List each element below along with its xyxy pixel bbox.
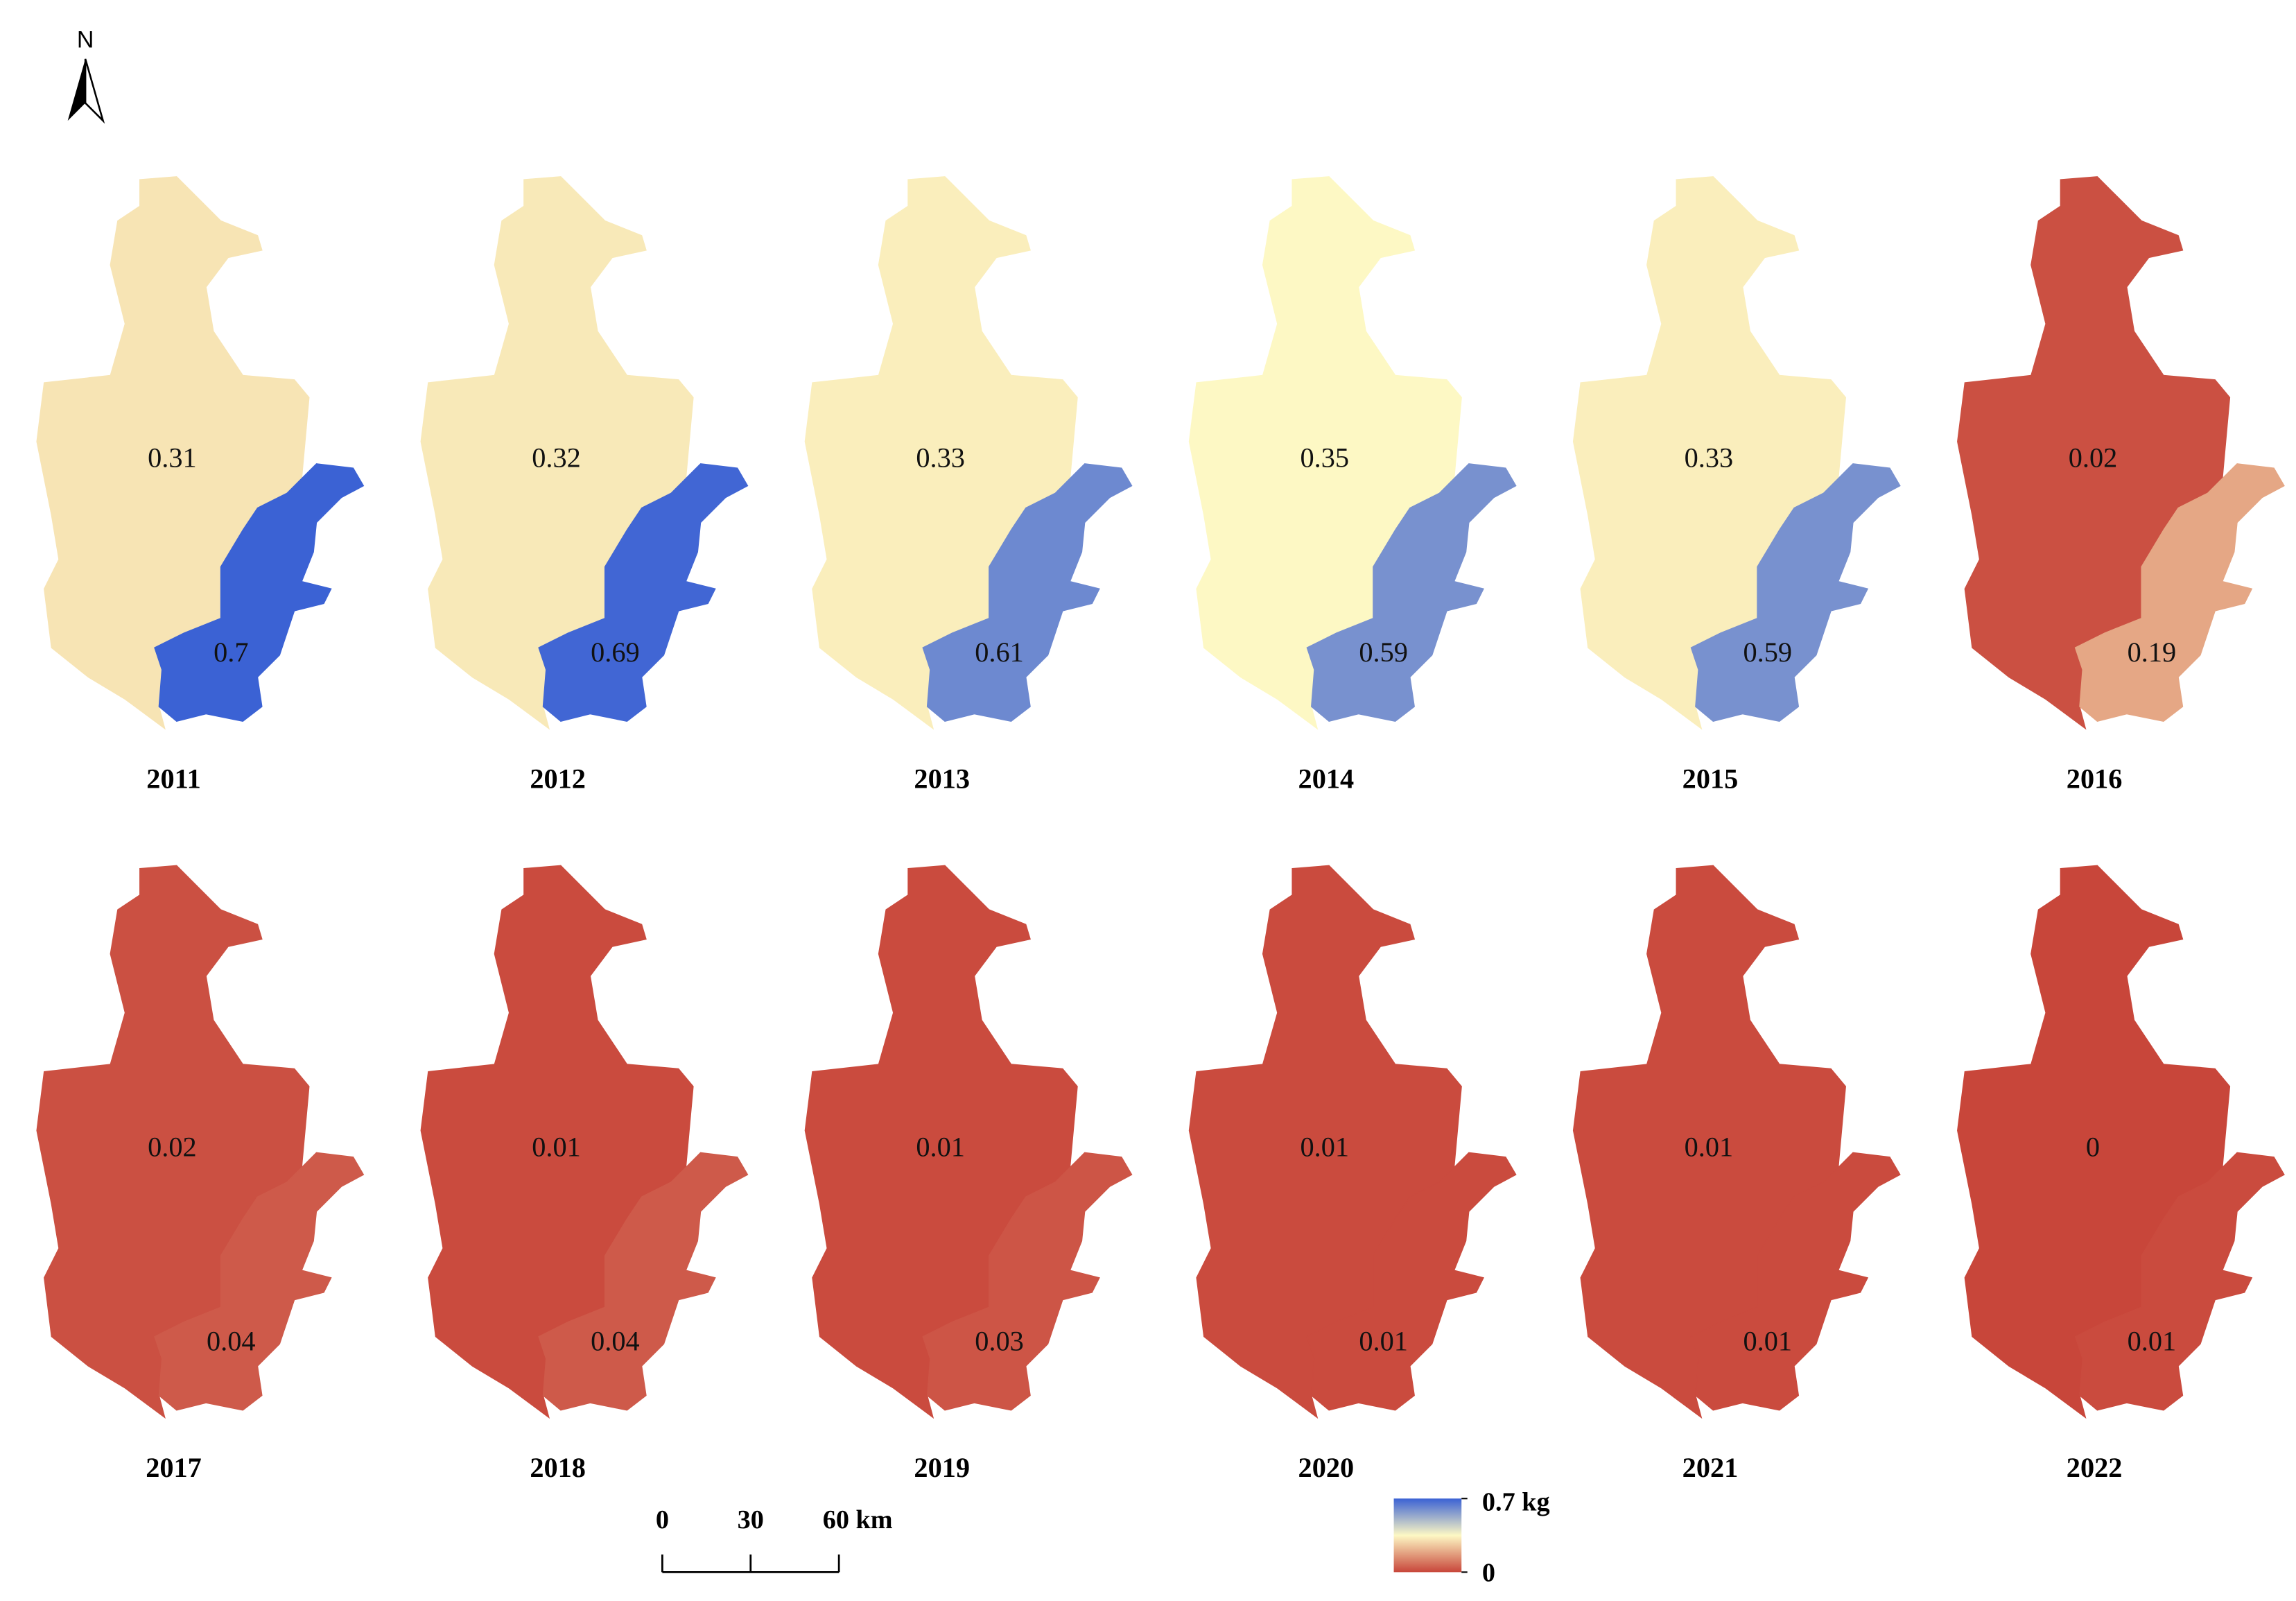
region-east	[154, 1152, 365, 1411]
year-label: 2022	[2067, 1452, 2123, 1483]
region-value: 0.01	[1685, 1131, 1734, 1162]
panel: 0 0.01 2022	[1957, 865, 2285, 1483]
region-value: 0.19	[2128, 637, 2177, 668]
region-east	[1306, 463, 1517, 722]
legend-label: 0	[1482, 1558, 1495, 1587]
panel: 0.33 0.61 2013	[804, 176, 1133, 795]
region-east	[922, 463, 1133, 722]
year-label: 2013	[914, 763, 970, 795]
panel: 0.01 0.03 2019	[804, 865, 1133, 1483]
region-east	[1690, 1152, 1901, 1411]
region-east	[2074, 463, 2285, 722]
year-label: 2012	[530, 763, 586, 795]
region-value: 0.01	[1300, 1131, 1349, 1162]
scale-label: 0	[656, 1505, 669, 1534]
panel: 0.01 0.04 2018	[420, 865, 749, 1483]
panel: 0.02 0.19 2016	[1957, 176, 2285, 795]
panel: 0.35 0.59 2014	[1188, 176, 1517, 795]
year-label: 2017	[146, 1452, 202, 1483]
panel: 0.33 0.59 2015	[1572, 176, 1901, 795]
region-east	[1306, 1152, 1517, 1411]
north-arrow: N	[67, 26, 105, 124]
region-east	[2074, 1152, 2285, 1411]
year-label: 2014	[1298, 763, 1355, 795]
year-label: 2018	[530, 1452, 586, 1483]
region-value: 0.02	[2069, 442, 2118, 474]
legend-colorbar	[1393, 1498, 1462, 1573]
region-value: 0.01	[1359, 1326, 1408, 1357]
region-east	[922, 1152, 1133, 1411]
region-value: 0.7	[214, 637, 248, 668]
north-arrow-right	[84, 58, 105, 124]
year-label: 2019	[914, 1452, 970, 1483]
region-east	[1690, 463, 1901, 722]
year-label: 2015	[1682, 763, 1739, 795]
region-east	[538, 463, 749, 722]
region-value: 0.59	[1743, 637, 1793, 668]
region-value: 0.61	[975, 637, 1024, 668]
year-label: 2011	[146, 763, 200, 795]
panel: 0.01 0.01 2020	[1188, 865, 1517, 1483]
panel: 0.32 0.69 2012	[420, 176, 749, 795]
region-value: 0.01	[1743, 1326, 1793, 1357]
region-value: 0.33	[916, 442, 965, 474]
region-value: 0.01	[916, 1131, 965, 1162]
scale-label: 60 km	[823, 1505, 893, 1534]
region-value: 0.02	[148, 1131, 197, 1162]
region-value: 0.03	[975, 1326, 1024, 1357]
panel: 0.01 0.01 2021	[1572, 865, 1901, 1483]
scale-label: 30	[738, 1505, 764, 1534]
region-value: 0.33	[1685, 442, 1734, 474]
year-label: 2021	[1682, 1452, 1739, 1483]
region-value: 0.31	[148, 442, 197, 474]
region-value: 0.32	[532, 442, 581, 474]
north-arrow-left	[67, 58, 86, 121]
region-value: 0.01	[532, 1131, 581, 1162]
legend-label: 0.7 kg	[1482, 1487, 1550, 1516]
panel: 0.31 0.7 2011	[36, 176, 365, 795]
year-label: 2016	[2067, 763, 2123, 795]
region-value: 0.01	[2128, 1326, 2177, 1357]
region-value: 0.04	[207, 1326, 256, 1357]
region-value: 0	[2086, 1131, 2100, 1162]
region-value: 0.59	[1359, 637, 1408, 668]
region-value: 0.35	[1300, 442, 1349, 474]
region-east	[538, 1152, 749, 1411]
region-value: 0.69	[591, 637, 640, 668]
region-east	[154, 463, 365, 722]
north-label: N	[77, 26, 94, 53]
panel: 0.02 0.04 2017	[36, 865, 365, 1483]
year-label: 2020	[1298, 1452, 1355, 1483]
region-value: 0.04	[591, 1326, 640, 1357]
